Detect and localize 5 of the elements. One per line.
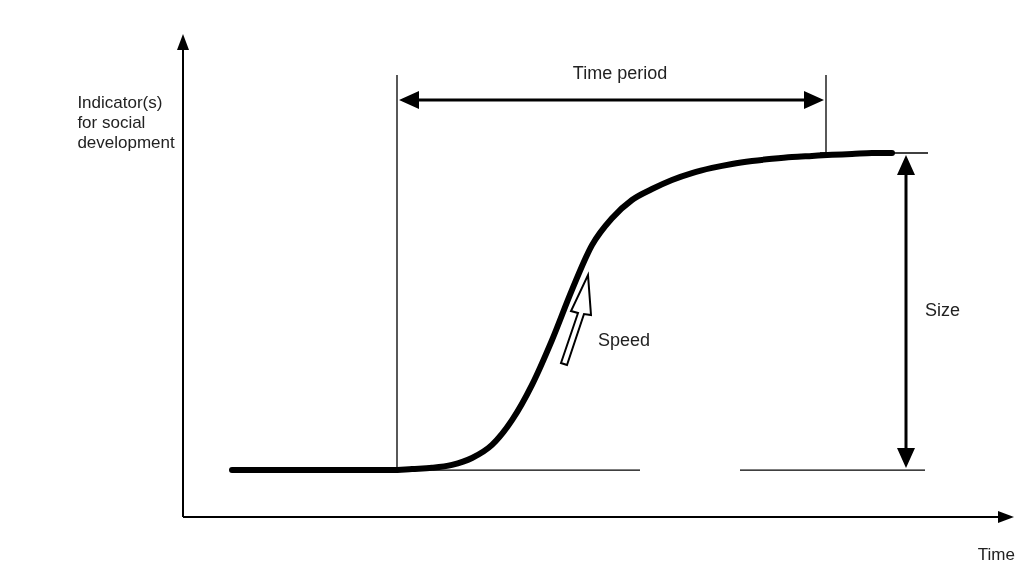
x-axis-title: Time	[977, 545, 1015, 564]
text: Size	[925, 300, 961, 320]
text: Time period	[572, 63, 668, 83]
y-axis-title: Indicator(s) for social development	[77, 93, 175, 152]
annotation: Speed	[598, 330, 651, 350]
